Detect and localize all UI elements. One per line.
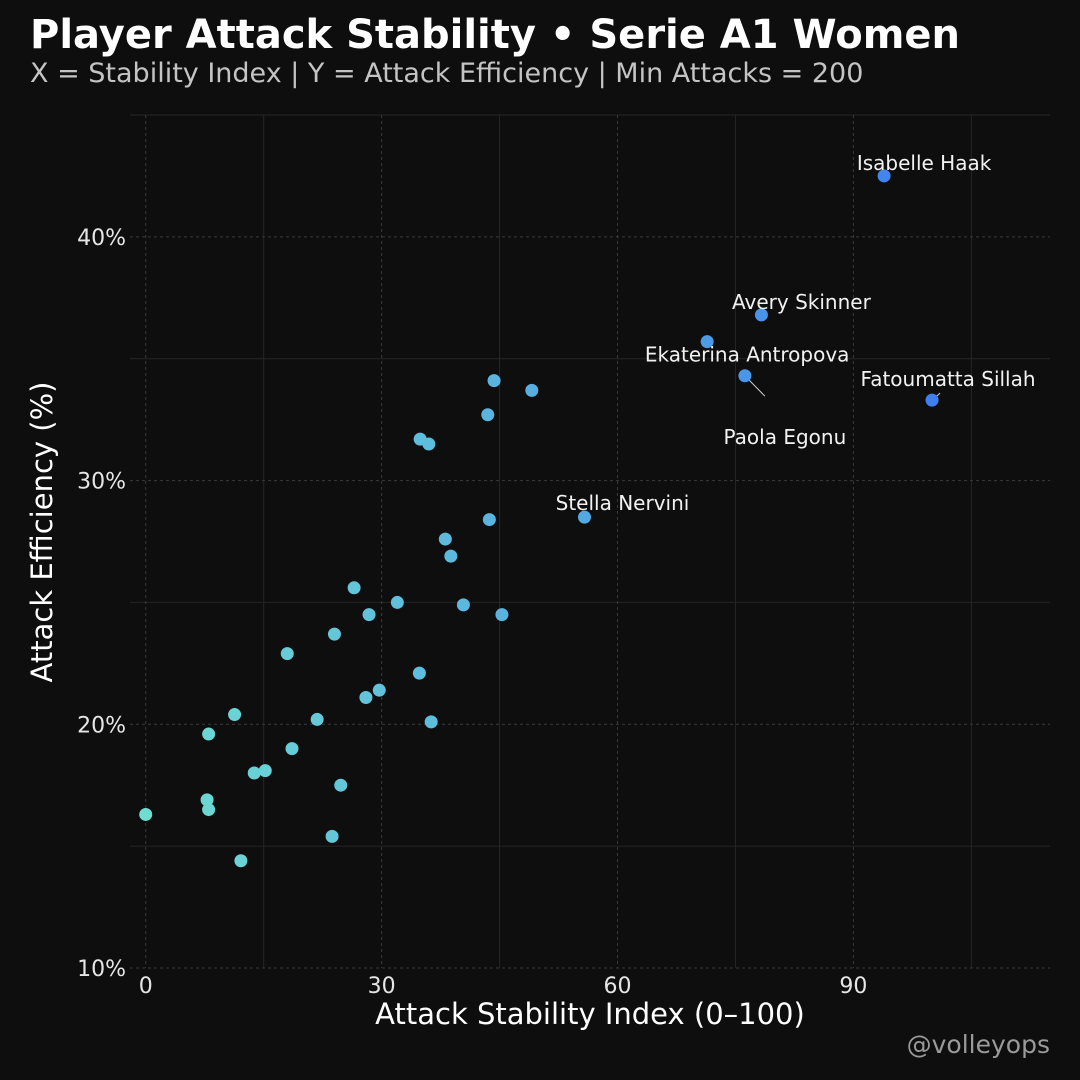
data-point: [482, 513, 496, 527]
data-point: [228, 708, 242, 722]
point-label: Avery Skinner: [732, 290, 872, 314]
chart-title: Player Attack Stability • Serie A1 Women: [30, 12, 960, 58]
data-point: [280, 647, 294, 661]
data-point: [359, 690, 373, 704]
data-point: [525, 383, 539, 397]
data-point: [700, 335, 714, 349]
data-point: [327, 627, 341, 641]
data-point: [200, 793, 214, 807]
data-point: [424, 715, 438, 729]
axis-ticks: 0 30 60 90 10% 20% 30% 40%: [77, 226, 867, 999]
data-point: [325, 829, 339, 843]
point-label: Fatoumatta Sillah: [861, 367, 1036, 391]
data-point: [390, 595, 404, 609]
x-tick-label: 30: [368, 974, 396, 999]
data-point: [334, 778, 348, 792]
data-point: [925, 393, 939, 407]
data-point: [487, 374, 501, 388]
x-tick-label: 0: [139, 974, 153, 999]
point-label: Isabelle Haak: [857, 151, 992, 175]
data-point: [422, 437, 436, 451]
data-point: [372, 683, 386, 697]
x-axis-label: Attack Stability Index (0–100): [375, 997, 805, 1031]
data-point: [412, 666, 426, 680]
y-axis-label: Attack Efficiency (%): [25, 382, 59, 683]
data-point: [139, 807, 153, 821]
y-tick-label: 40%: [77, 226, 126, 251]
data-point: [310, 712, 324, 726]
data-point: [738, 369, 752, 383]
data-point: [456, 598, 470, 612]
grid-lines: [130, 114, 1050, 969]
data-point: [362, 608, 376, 622]
data-point: [877, 169, 891, 183]
x-tick-label: 90: [839, 974, 867, 999]
point-label: Ekaterina Antropova: [645, 343, 850, 367]
data-point: [347, 581, 361, 595]
point-labels: Stella Nervini Ekaterina Antropova Paola E…: [556, 151, 1036, 515]
data-point: [438, 532, 452, 546]
y-tick-label: 10%: [77, 957, 126, 982]
data-point: [577, 510, 591, 524]
data-point: [202, 803, 216, 817]
data-point: [285, 742, 299, 756]
data-points: [139, 169, 939, 868]
data-point: [754, 308, 768, 322]
data-point: [258, 764, 272, 778]
data-point: [247, 766, 261, 780]
y-tick-label: 20%: [77, 713, 126, 738]
watermark-handle: @volleyops: [906, 1030, 1050, 1059]
data-point: [234, 854, 248, 868]
chart-subtitle: X = Stability Index | Y = Attack Efficie…: [30, 58, 864, 89]
point-label: Paola Egonu: [724, 425, 847, 449]
data-point: [202, 727, 216, 741]
point-label: Stella Nervini: [556, 491, 690, 515]
data-point: [481, 408, 495, 422]
data-point: [495, 608, 509, 622]
x-tick-label: 60: [604, 974, 632, 999]
data-point: [444, 549, 458, 563]
y-tick-label: 30%: [77, 470, 126, 495]
